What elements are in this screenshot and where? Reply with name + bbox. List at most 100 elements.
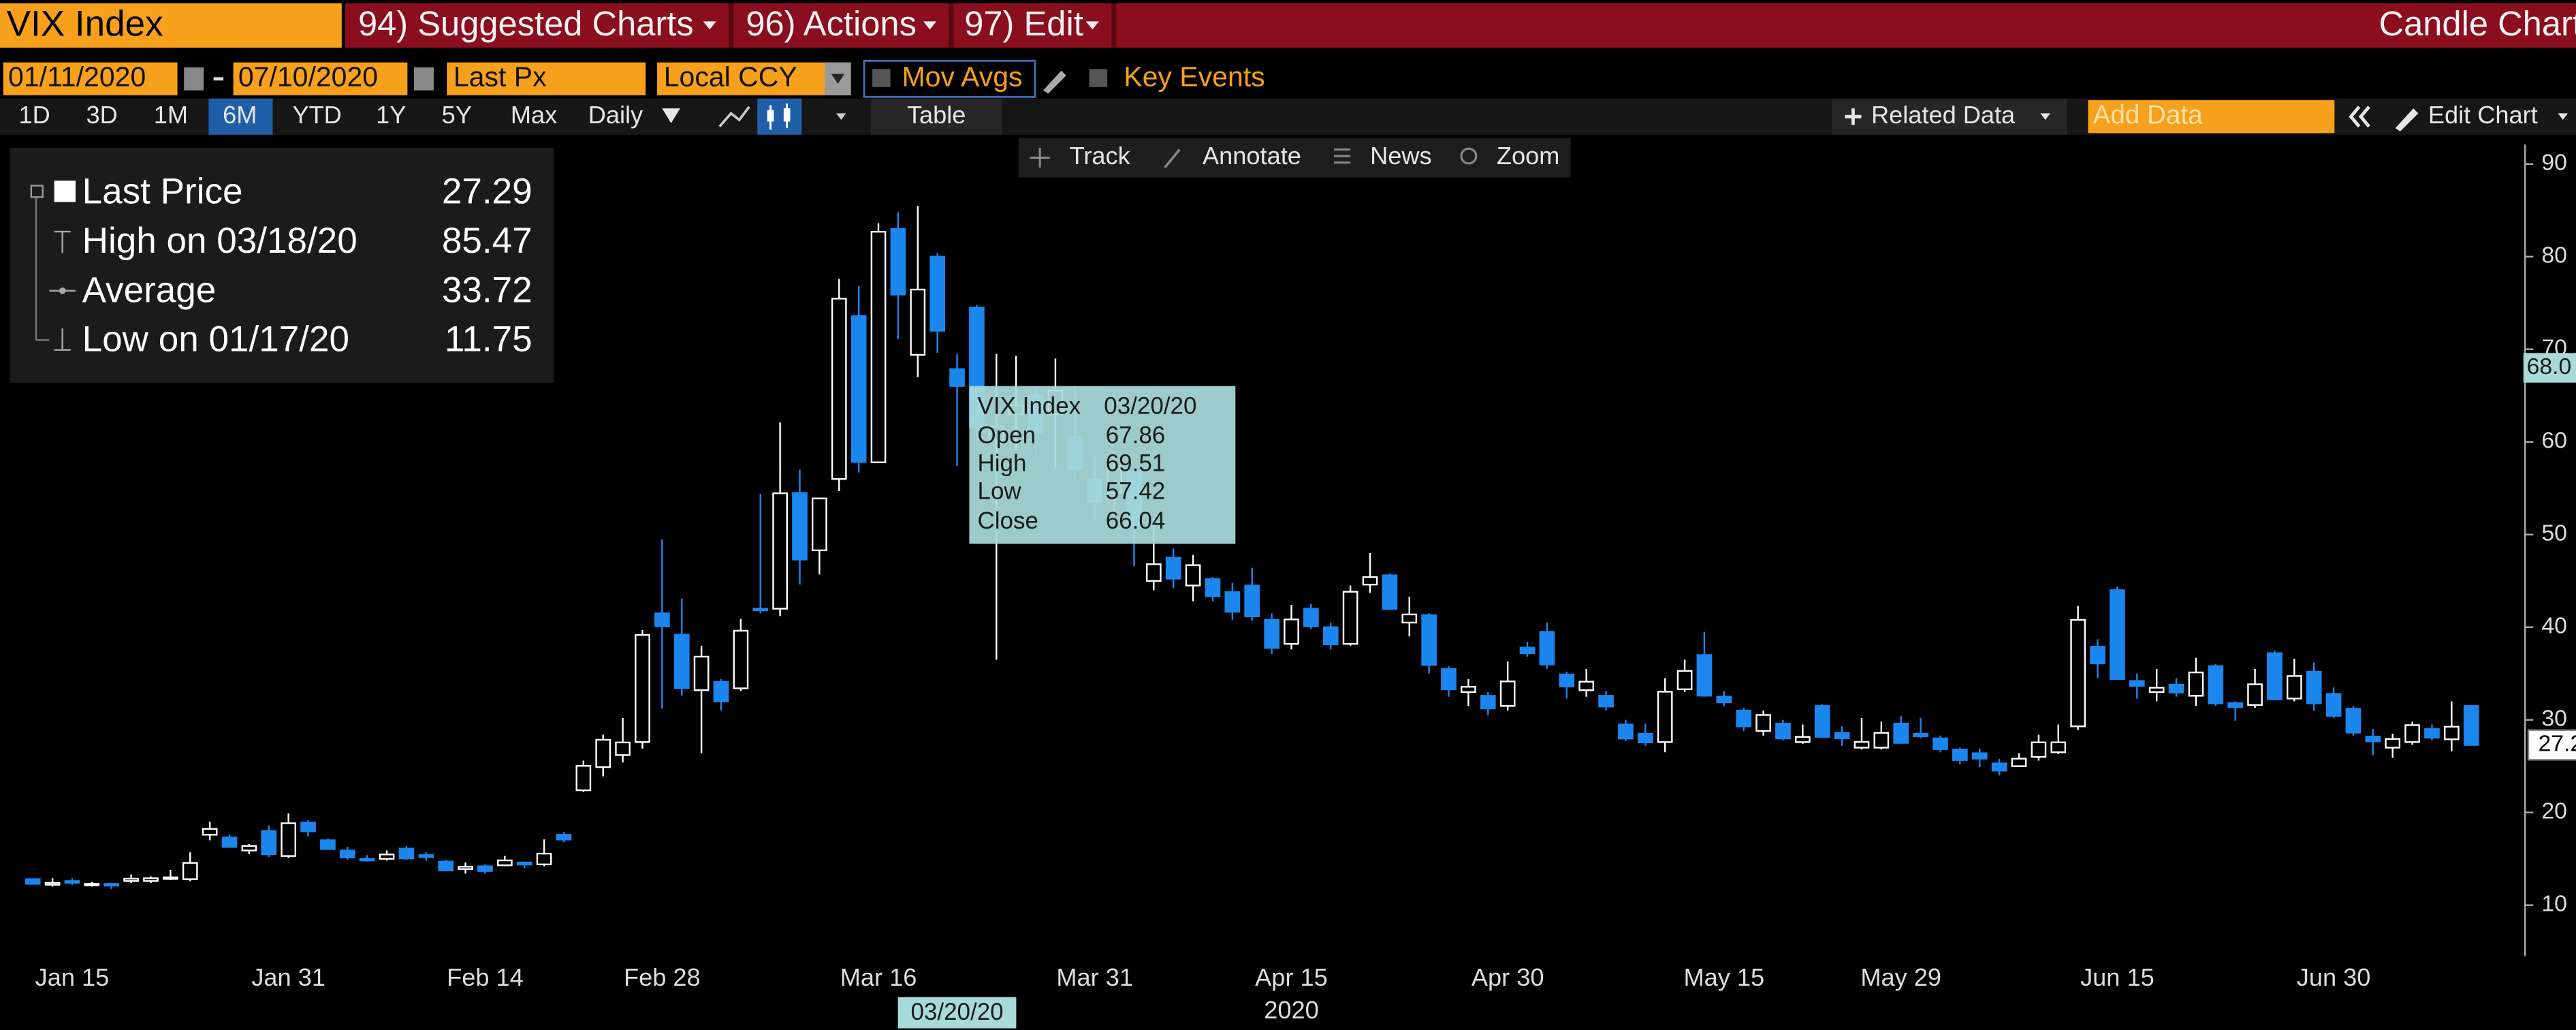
candle-down <box>300 822 316 832</box>
dropdown-arrow[interactable] <box>836 113 846 121</box>
candle-up <box>536 852 552 866</box>
news-icon[interactable] <box>1334 148 1351 164</box>
pencil-icon[interactable] <box>1043 70 1066 94</box>
legend-value: 27.29 <box>442 172 532 212</box>
tool-button[interactable]: Zoom <box>1497 142 1559 170</box>
candle-up <box>1145 563 1162 582</box>
legend-marker <box>54 181 76 202</box>
period-button[interactable]: Max <box>511 101 557 129</box>
legend-marker <box>54 328 71 351</box>
candle-down <box>1598 695 1614 708</box>
tooltip-label: High <box>978 450 1027 477</box>
frequency[interactable]: Daily <box>588 101 643 129</box>
x-tick-label: May 15 <box>1683 963 1764 991</box>
menu-item[interactable]: 94) Suggested Charts <box>358 4 694 43</box>
currency[interactable]: Local CCY <box>664 61 797 93</box>
candle-down <box>673 634 690 689</box>
candle-icon[interactable] <box>783 108 791 122</box>
period-button[interactable]: 1Y <box>376 101 406 129</box>
candle-down <box>1637 732 1653 743</box>
cursor-price-box <box>2523 353 2576 383</box>
candle-down <box>2129 680 2145 687</box>
candle-up <box>910 288 926 356</box>
candle-up <box>2286 675 2302 700</box>
candle-up <box>1342 591 1358 645</box>
dropdown-arrow[interactable] <box>2558 113 2568 121</box>
checkbox[interactable] <box>1089 69 1108 87</box>
mov-avgs[interactable]: Mov Avgs <box>902 61 1023 93</box>
menu-item[interactable]: 96) Actions <box>746 4 917 43</box>
field-selector[interactable] <box>447 62 646 95</box>
candle-up <box>2031 741 2047 758</box>
candle-icon-active[interactable] <box>757 98 802 135</box>
start-date-field[interactable] <box>3 62 178 95</box>
candle-up <box>1461 685 1476 693</box>
candle-down <box>1775 722 1791 740</box>
candle-down <box>1205 578 1221 597</box>
dropdown-arrow[interactable] <box>831 74 845 84</box>
candle-down <box>890 228 906 296</box>
annotate-icon[interactable] <box>1164 149 1181 169</box>
edit-chart[interactable]: Edit Chart <box>2428 101 2538 129</box>
field[interactable]: Last Px <box>454 61 547 93</box>
chart-tools: Track Annotate News Zoom <box>1018 138 1571 178</box>
menu-item[interactable]: 97) Edit <box>964 4 1083 43</box>
candle-down <box>359 858 375 862</box>
period-button[interactable]: 5Y <box>442 101 472 129</box>
candle-up <box>143 877 159 882</box>
ticker[interactable]: VIX Index <box>7 4 163 44</box>
dropdown-arrow[interactable] <box>703 21 716 30</box>
dropdown-arrow[interactable] <box>1085 21 1100 30</box>
active-period[interactable] <box>208 98 273 135</box>
ticker-field[interactable] <box>0 3 342 48</box>
tool-button[interactable]: Annotate <box>1203 142 1301 170</box>
period-button[interactable]: 6M <box>223 101 257 129</box>
tool-button[interactable]: News <box>1370 142 1431 170</box>
candle-down <box>2110 589 2125 681</box>
checkbox[interactable] <box>872 69 891 87</box>
dropdown-arrow[interactable] <box>923 21 937 30</box>
last-price: 27.29 <box>2539 730 2576 756</box>
zoom-icon[interactable] <box>1460 147 1478 165</box>
period-button[interactable]: 1M <box>154 101 188 129</box>
candle-down <box>221 837 238 848</box>
period-button[interactable]: 1D <box>19 101 50 129</box>
key-events[interactable]: Key Events <box>1124 61 1265 93</box>
add-data-field[interactable] <box>2088 100 2335 134</box>
related-data[interactable]: Related Data <box>1871 101 2016 129</box>
candle-down <box>2365 735 2381 743</box>
add-data[interactable]: Add Data <box>2093 100 2203 129</box>
pencil-icon[interactable] <box>2395 108 2419 131</box>
candle-icon[interactable] <box>767 110 774 122</box>
tool-button[interactable]: Track <box>1070 142 1131 170</box>
dropdown-arrow[interactable] <box>662 108 680 123</box>
calendar-icon[interactable] <box>413 67 434 91</box>
tooltip-box <box>969 386 1236 544</box>
end-date-field[interactable] <box>233 62 408 95</box>
end-date[interactable]: 07/10/2020 <box>238 61 378 93</box>
tooltip-label: Low <box>978 478 1022 505</box>
track-icon[interactable] <box>1030 148 1050 168</box>
start-date[interactable]: 01/11/2020 <box>8 61 146 93</box>
candle-up <box>2148 687 2165 693</box>
x-tick-label: Jun 15 <box>2080 963 2154 991</box>
x-tick-label: Jun 30 <box>2297 963 2371 991</box>
table[interactable]: Table <box>907 101 966 129</box>
candle-down <box>516 861 532 866</box>
candle-up <box>635 634 650 743</box>
plus-icon[interactable] <box>1845 108 1862 125</box>
related-data-button[interactable] <box>1832 98 2067 135</box>
period-button[interactable]: YTD <box>292 101 341 129</box>
table-button[interactable] <box>870 98 1002 135</box>
candle-up <box>812 497 827 552</box>
period-button[interactable]: 3D <box>86 101 117 129</box>
candle-down <box>64 880 80 884</box>
collapse-icon[interactable] <box>2349 106 2370 128</box>
currency-selector[interactable] <box>657 62 850 95</box>
last-price-box <box>2527 729 2576 761</box>
dropdown-arrow[interactable] <box>2040 113 2050 121</box>
line-chart-icon[interactable] <box>718 106 750 127</box>
candle-down <box>398 847 415 860</box>
legend-toggle[interactable] <box>30 185 44 198</box>
calendar-icon[interactable] <box>184 67 204 91</box>
